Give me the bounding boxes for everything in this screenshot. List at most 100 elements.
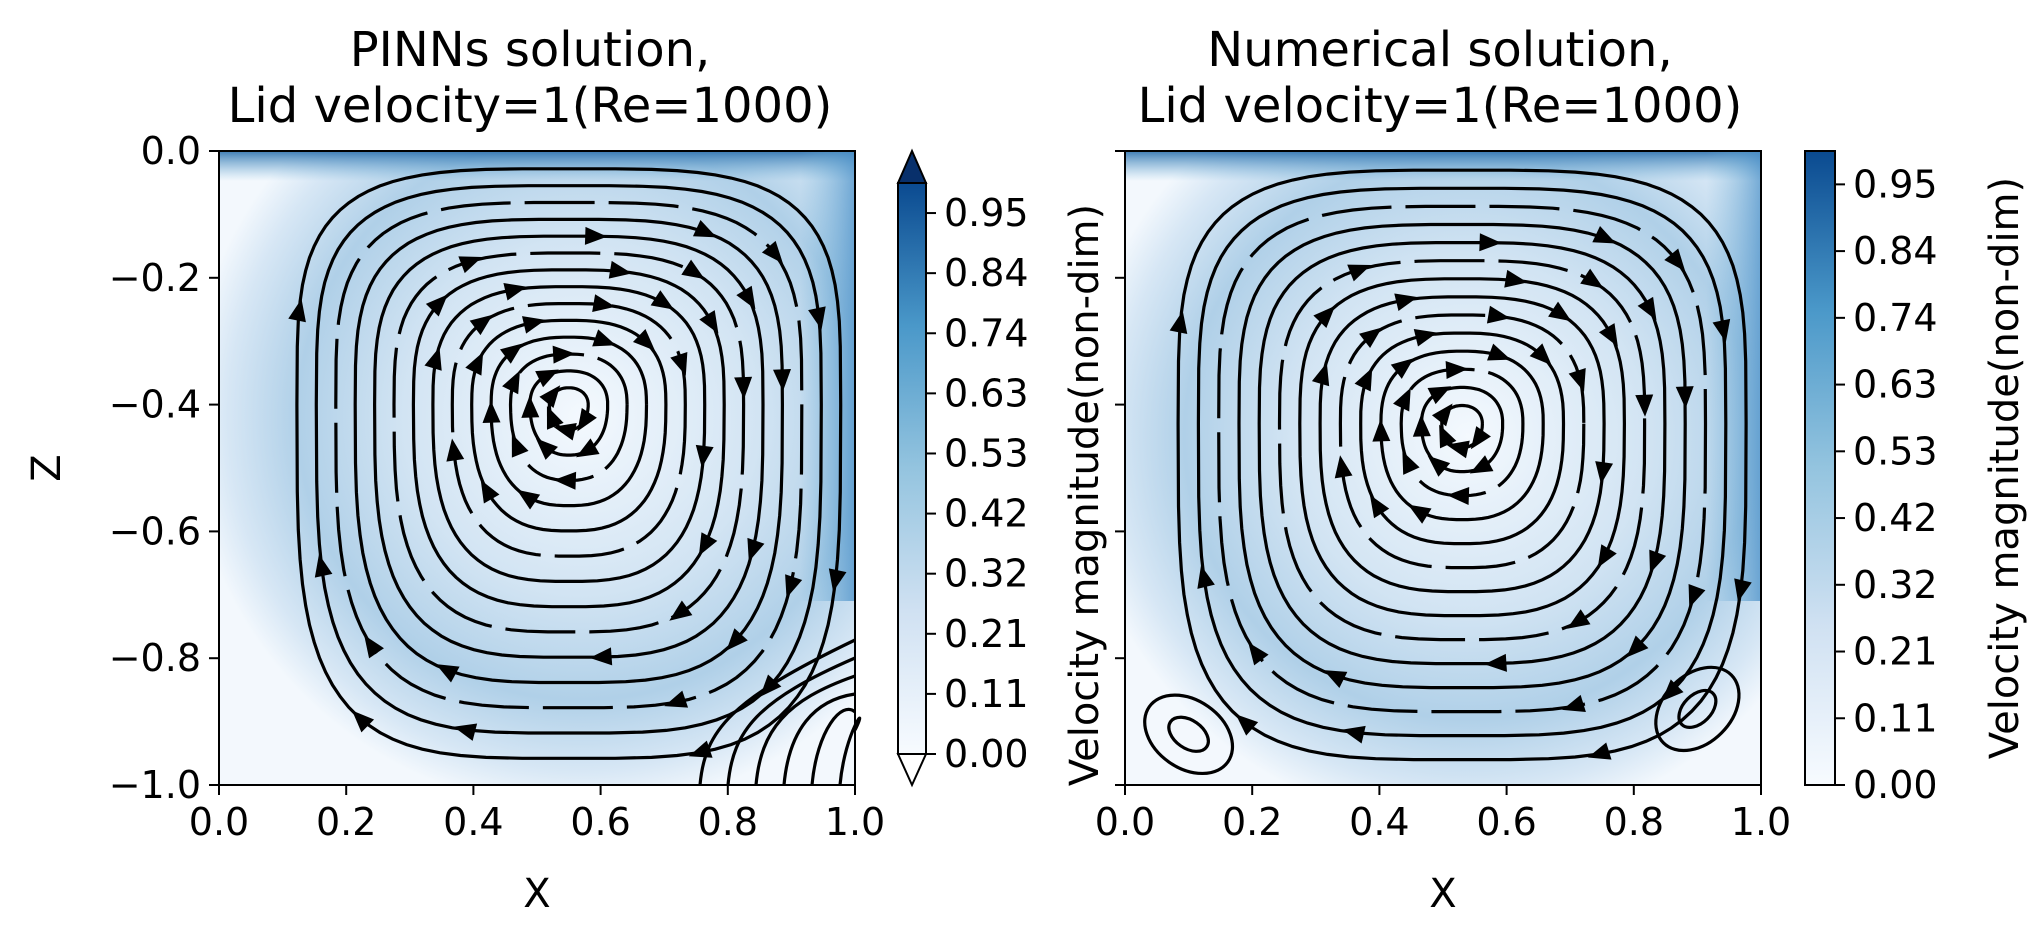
x-tick-label: 0.4: [443, 800, 503, 844]
streamline-arrow: [592, 329, 616, 347]
streamline-arrow: [1562, 694, 1586, 713]
pinns-colorbar-label: Velocity magnitude(non-dim): [1062, 204, 1108, 786]
streamline-arrow: [1675, 386, 1694, 409]
streamline-arrow: [502, 370, 520, 395]
numerical-colorbar-ticks: 0.00 0.11 0.21 0.32 0.42 0.53 0.63 0.74 0.84 0.95: [1835, 162, 1938, 807]
streamline-arrow: [521, 395, 540, 418]
streamline-arrow: [1313, 305, 1336, 328]
numerical-title-line2: Lid velocity=1(Re=1000): [1138, 78, 1743, 134]
numerical-axes-frame: [1124, 150, 1762, 786]
streamline-arrow: [553, 423, 577, 441]
x-tick-label: 0.0: [1095, 800, 1155, 844]
streamline-arrow: [364, 635, 384, 659]
streamline-arrow: [1469, 455, 1494, 474]
colorbar-tick-label: 0.74: [1853, 296, 1938, 340]
streamline-arrow: [699, 310, 719, 334]
streamline-arrow: [288, 298, 306, 323]
streamline-arrow: [692, 219, 717, 238]
colorbar-tick-label: 0.53: [1853, 429, 1938, 473]
streamline-arrow: [1568, 367, 1586, 392]
streamline-arrow: [1592, 225, 1617, 244]
streamline-arrow: [1334, 455, 1353, 479]
numerical-panel: Numerical solution, Lid velocity=1(Re=10…: [1095, 22, 1938, 917]
corner-streamline: [782, 692, 856, 786]
pinns-colorbar: 0.00 0.11 0.21 0.32 0.42 0.53 0.63 0.74 0.84 0.95: [896, 148, 1029, 788]
streamline-arrow: [1649, 549, 1667, 574]
streamline-arrow: [500, 343, 524, 364]
numerical-title-line1: Numerical solution,: [1207, 22, 1672, 78]
numerical-arrows: [1169, 225, 1752, 760]
streamline-arrow: [539, 385, 561, 409]
streamline: [1338, 313, 1586, 570]
colorbar-tick-label: 0.95: [1853, 162, 1938, 206]
streamline: [1196, 186, 1728, 738]
streamline: [1257, 241, 1667, 666]
y-tick-label: −0.8: [109, 636, 201, 680]
streamline-arrow: [453, 723, 478, 741]
streamline-arrow: [516, 489, 541, 510]
streamline: [431, 285, 707, 583]
pinns-arrows: [288, 219, 847, 758]
x-tick-label: 0.6: [570, 800, 630, 844]
streamline-arrow: [1372, 419, 1391, 442]
streamline: [1318, 295, 1606, 594]
streamline-arrow: [1598, 323, 1618, 347]
corner-streamline: [754, 674, 856, 786]
streamline-arrow: [1587, 742, 1612, 760]
pinns-xlabel: X: [523, 871, 550, 917]
streamline-arrow: [458, 256, 483, 274]
streamline-arrow: [785, 574, 803, 598]
streamline-arrow: [435, 664, 460, 683]
streamline-arrow: [314, 554, 333, 578]
x-tick-label: 0.8: [698, 800, 758, 844]
streamline-arrow: [1412, 414, 1431, 437]
streamline-arrow: [1446, 486, 1470, 505]
numerical-colorbar-label: Velocity magnitude(non-dim): [1982, 177, 2028, 759]
streamline-arrow: [535, 369, 559, 388]
secondary-vortex-inner: [1167, 715, 1210, 753]
streamline-arrow: [695, 444, 714, 468]
colorbar-tick-label: 0.63: [944, 371, 1029, 415]
streamline-arrow: [650, 290, 674, 310]
streamline-arrow: [1235, 714, 1259, 736]
streamline-arrow: [1248, 642, 1269, 666]
streamline-arrow: [1479, 233, 1502, 252]
streamline: [314, 184, 823, 735]
streamline-arrow: [1487, 343, 1511, 361]
streamline-arrow: [1359, 327, 1383, 349]
streamline-arrow: [1470, 426, 1491, 450]
pinns-colorbar-ticks: 0.00 0.11 0.21 0.32 0.42 0.53 0.63 0.74 0.84 0.95: [926, 191, 1029, 776]
colorbar-tick-label: 0.32: [1853, 563, 1938, 607]
pinns-ylabel: Z: [24, 454, 70, 481]
streamline-arrow: [664, 690, 689, 708]
streamline-arrow: [670, 351, 688, 376]
streamline-arrow: [1354, 367, 1373, 392]
pinns-x-ticks: 0.0 0.2 0.4 0.6 0.8 1.0: [189, 785, 885, 844]
y-tick-label: 0.0: [141, 129, 201, 173]
streamline-arrow: [1626, 635, 1649, 658]
streamline-arrow: [1431, 403, 1453, 427]
streamline-arrow: [1595, 461, 1614, 485]
streamline-arrow: [632, 328, 656, 351]
streamline-arrow: [592, 294, 616, 313]
corner-streamline: [810, 707, 857, 786]
streamline-arrow: [726, 628, 748, 651]
x-tick-label: 0.2: [316, 800, 376, 844]
streamline-arrow: [1323, 670, 1348, 688]
streamline-arrow: [552, 345, 576, 364]
streamline-arrow: [608, 260, 632, 279]
streamline-arrow: [584, 226, 608, 245]
streamline-arrow: [1580, 268, 1604, 289]
colorbar-tick-label: 0.42: [1853, 496, 1938, 540]
streamline-arrow: [589, 647, 613, 666]
colorbar-tick-label: 0.21: [944, 612, 1029, 656]
colorbar-tick-label: 0.00: [1853, 763, 1938, 807]
streamline: [508, 352, 629, 482]
streamline-arrow: [469, 314, 493, 336]
x-tick-label: 0.8: [1604, 800, 1664, 844]
numerical-streamlines: [1176, 168, 1748, 762]
streamline-arrow: [1390, 358, 1414, 379]
streamline-arrow: [352, 710, 375, 733]
streamline-arrow: [1484, 653, 1507, 672]
